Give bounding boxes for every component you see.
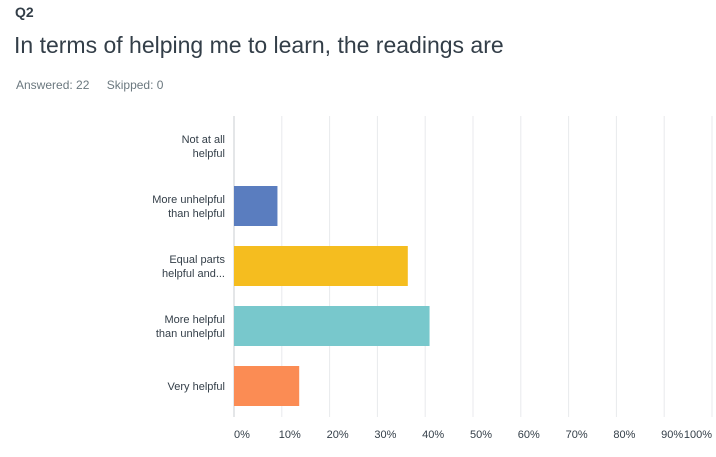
response-stats: Answered: 22 Skipped: 0 [16,78,177,92]
category-label-line: Not at all [182,134,225,146]
x-tick-label: 10% [279,429,301,441]
category-label-line: than unhelpful [156,328,225,340]
category-label-line: Equal parts [169,254,225,266]
category-label-line: More helpful [164,314,225,326]
x-tick-label: 80% [613,429,635,441]
category-label-line: than helpful [168,208,225,220]
x-tick-label: 40% [422,429,444,441]
category-label: Equal parts helpful and... [162,254,225,280]
bar[interactable] [234,186,278,226]
category-label-line: helpful [193,148,225,160]
skipped-count: Skipped: 0 [106,78,164,92]
answered-count: Answered: 22 [16,78,90,92]
question-title: In terms of helping me to learn, the rea… [14,32,504,58]
grid-lines [233,116,713,417]
category-label-line: More unhelpful [152,194,225,206]
bar[interactable] [234,306,430,346]
bar[interactable] [234,366,300,406]
category-label: More unhelpful than helpful [152,194,225,220]
category-label-line: helpful and... [162,268,225,280]
category-labels: Not at all helpful More unhelpful than help… [152,134,225,393]
x-tick-label: 100% [684,429,712,441]
x-tick-label: 20% [327,429,349,441]
x-tick-label: 60% [518,429,540,441]
bar-chart: Not at all helpful More unhelpful than help… [152,116,713,441]
x-tick-label: 50% [470,429,492,441]
category-label: Not at all helpful [182,134,225,160]
x-tick-labels: 0% 10% 20% 30% 40% 50% 60% 70% 80% 90% 100% [234,429,712,441]
bar[interactable] [234,246,408,286]
x-tick-label: 90% [661,429,683,441]
category-label: Very helpful [168,381,225,393]
x-tick-label: 30% [374,429,396,441]
x-tick-label: 0% [234,429,250,441]
category-label-line: Very helpful [168,381,225,393]
x-tick-label: 70% [566,429,588,441]
question-number: Q2 [15,4,34,20]
bars [234,186,430,406]
category-label: More helpful than unhelpful [156,314,225,340]
